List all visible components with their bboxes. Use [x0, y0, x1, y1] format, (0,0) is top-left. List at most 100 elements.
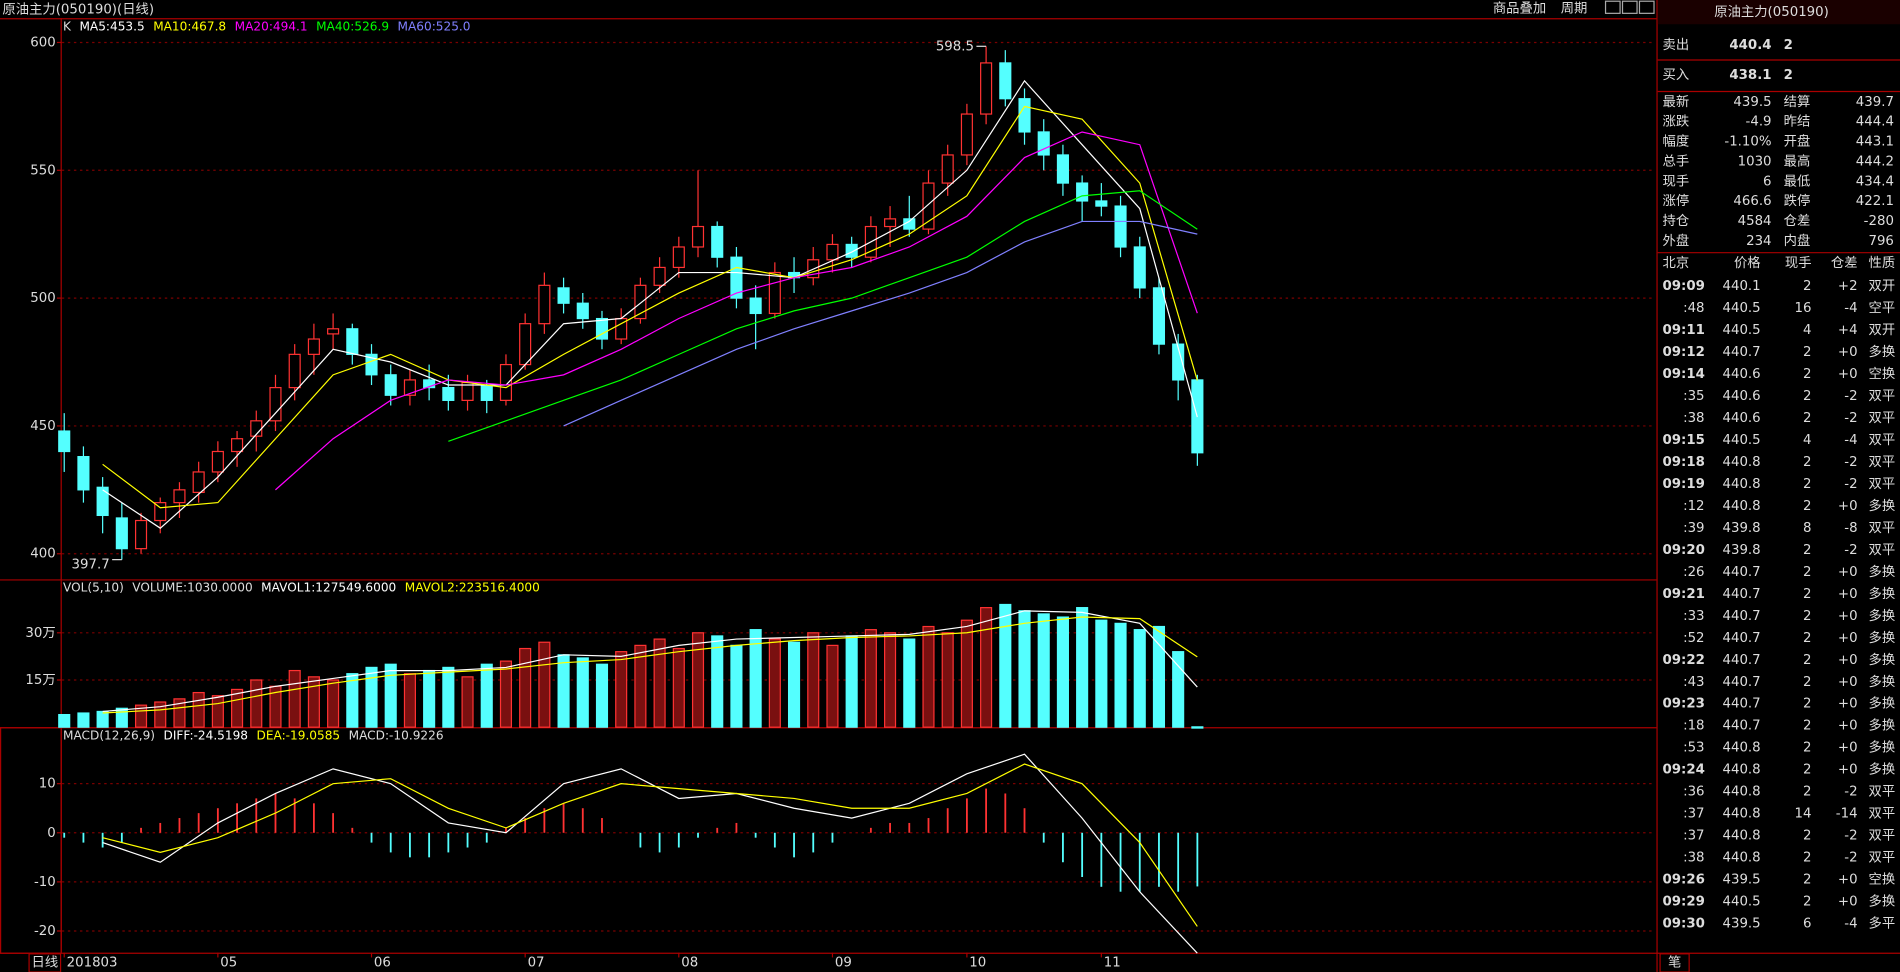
legend-entry: MAVOL1127549.6000	[261, 582, 396, 595]
tick-oi-change: -8	[1844, 521, 1857, 536]
candle-body	[653, 266, 666, 286]
legend-entry: MA60525.0	[398, 21, 471, 34]
tick-oi-change: -2	[1844, 829, 1857, 844]
tick-oi-change: +0	[1838, 675, 1858, 690]
candle-body	[442, 386, 455, 401]
candle-body	[1076, 182, 1089, 202]
candle-body	[154, 502, 167, 522]
stat-value: 234	[1746, 234, 1771, 249]
candle-body	[941, 154, 954, 184]
y-tick-label: 10	[39, 777, 56, 792]
tick-time: 09:19	[1662, 477, 1704, 492]
tick-volume: 2	[1803, 565, 1811, 580]
side-label: 卖出	[1662, 37, 1689, 53]
volume-bar	[307, 676, 320, 728]
volume-bar	[154, 701, 167, 728]
candle-body	[115, 517, 128, 550]
legend-entry: MAVOL2223516.4000	[405, 582, 540, 595]
indicator-name: K	[63, 20, 71, 34]
candle-body	[1018, 98, 1031, 133]
tick-header: 性质	[1868, 255, 1895, 271]
tick-nature: 双平	[1868, 389, 1895, 404]
legend-value: 1030.0000	[187, 581, 253, 596]
candle-body	[845, 243, 858, 258]
stat-value: 444.2	[1856, 154, 1894, 169]
tick-nature: 多换	[1868, 629, 1895, 646]
tick-volume: 2	[1803, 279, 1811, 294]
y-tick-label: 400	[30, 547, 55, 562]
period-link[interactable]: 周期	[1561, 0, 1588, 16]
legend-entry: MA40526.9	[316, 21, 389, 34]
tick-nature: 双平	[1868, 433, 1895, 448]
candle-body	[346, 328, 359, 355]
volume-bar	[346, 673, 359, 728]
volume-bar	[749, 629, 762, 728]
stat-label: 仓差	[1784, 213, 1811, 229]
tick-oi-change: +0	[1838, 367, 1858, 382]
toolbar-icon[interactable]	[1638, 0, 1655, 14]
volume-bar	[1114, 622, 1127, 728]
tick-price: 440.5	[1722, 433, 1760, 448]
tick-price: 440.6	[1722, 411, 1760, 426]
indicator-name: VOL(5,10)	[63, 581, 124, 596]
stat-value: 444.4	[1856, 115, 1894, 130]
tick-oi-change: +0	[1838, 873, 1858, 888]
candle-body	[403, 379, 416, 396]
x-tick-label: 11	[1104, 955, 1121, 970]
x-tick-label: 08	[681, 955, 698, 970]
candle-body	[749, 297, 762, 315]
y-tick-label: 500	[30, 291, 55, 306]
tick-volume: 4	[1803, 433, 1811, 448]
legend-value: 494.1	[272, 20, 308, 34]
tick-header: 现手	[1785, 255, 1812, 271]
candle-body	[1037, 131, 1050, 156]
candle-body	[884, 218, 897, 228]
candle-body	[519, 323, 532, 366]
side-volume: 2	[1784, 38, 1793, 53]
volume-bar	[576, 657, 589, 728]
toolbar-icon[interactable]	[1604, 0, 1621, 14]
volume-bar	[211, 695, 224, 728]
stat-value: 796	[1868, 234, 1893, 249]
volume-bar	[922, 625, 935, 728]
tick-time: 09:18	[1662, 455, 1704, 470]
candle-body	[595, 317, 609, 340]
volume-bar	[58, 713, 71, 728]
y-tick-label: 15万	[25, 673, 55, 688]
tick-time: :53	[1683, 741, 1704, 756]
volume-bar	[980, 607, 993, 728]
x-tick-label: 06	[374, 955, 391, 970]
tick-price: 440.8	[1722, 741, 1760, 756]
y-tick-label: 0	[47, 826, 55, 841]
side-price: 438.1	[1729, 68, 1771, 83]
indicator-line	[102, 753, 1198, 954]
toolbar-icon[interactable]	[1621, 0, 1638, 14]
side-price: 440.4	[1729, 38, 1771, 53]
candle-body	[77, 456, 90, 491]
volume-bar	[557, 654, 570, 728]
overlay-link[interactable]: 商品叠加	[1493, 0, 1546, 16]
stat-value: -1.10%	[1724, 135, 1771, 150]
tick-time: :37	[1683, 807, 1704, 822]
legend-name: MAVOL1	[261, 582, 315, 595]
legend-entry: MACD-10.9226	[349, 730, 444, 743]
tick-price: 440.5	[1722, 323, 1760, 338]
volume-bar	[403, 673, 416, 728]
tick-volume: 2	[1803, 609, 1811, 624]
legend-name: MA10	[153, 21, 191, 34]
stat-value: 443.1	[1856, 135, 1894, 150]
tick-volume: 2	[1803, 675, 1811, 690]
tick-volume: 2	[1803, 587, 1811, 602]
volume-bar	[634, 644, 647, 728]
legend-name: MAVOL2	[405, 582, 459, 595]
volume-bar	[1018, 610, 1031, 728]
tick-volume: 2	[1803, 719, 1811, 734]
candle-body	[58, 430, 71, 453]
tick-price: 440.7	[1722, 697, 1760, 712]
tick-price: 440.7	[1722, 609, 1760, 624]
tick-volume: 4	[1803, 323, 1811, 338]
tick-oi-change: +0	[1838, 345, 1858, 360]
tick-header: 北京	[1662, 255, 1689, 271]
stat-value: 6	[1763, 174, 1771, 189]
volume-bar	[288, 669, 301, 728]
